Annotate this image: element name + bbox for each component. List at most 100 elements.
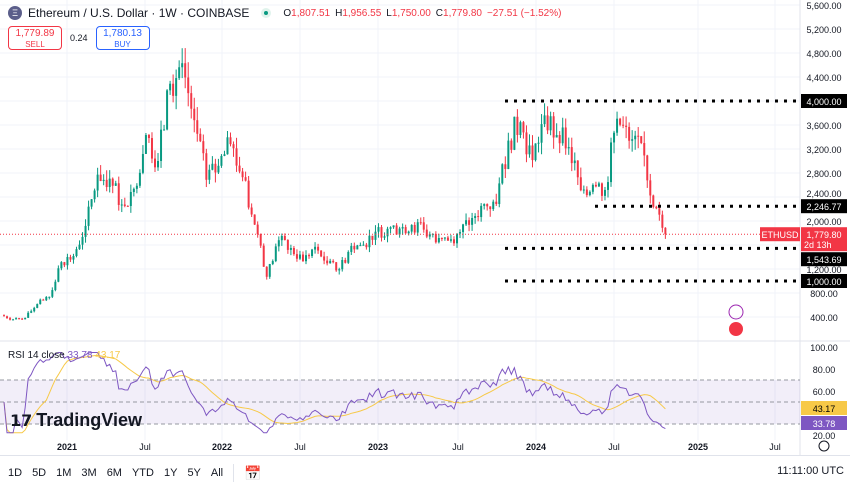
candle-body — [655, 206, 658, 209]
price-tick: 400.00 — [810, 313, 838, 323]
candle-body — [374, 231, 377, 240]
candle-body — [147, 135, 150, 139]
candle-body — [622, 124, 625, 126]
candle-body — [184, 63, 187, 78]
candle-body — [169, 83, 172, 91]
time-tick: 2024 — [526, 442, 546, 452]
range-all[interactable]: All — [210, 467, 224, 479]
candle-body — [9, 318, 12, 320]
candle-body — [646, 155, 649, 181]
candle-body — [30, 311, 33, 313]
range-5d[interactable]: 5D — [32, 467, 47, 479]
level-label-bg — [801, 199, 847, 214]
price-tick: 2,000.00 — [806, 217, 841, 227]
range-6m[interactable]: 6M — [106, 467, 122, 479]
range-5y[interactable]: 5Y — [187, 467, 201, 479]
candle-body — [199, 133, 202, 142]
candle-body — [634, 135, 637, 140]
candle-body — [45, 296, 48, 301]
candle-body — [69, 257, 72, 260]
candle-body — [501, 164, 504, 184]
symbol-title[interactable]: Ethereum / U.S. Dollar · 1W · COINBASE — [28, 6, 250, 20]
candle-body — [205, 153, 208, 180]
rsi-tick: 100.00 — [810, 343, 838, 353]
candle-body — [395, 225, 398, 235]
candle-body — [226, 137, 229, 155]
candle-body — [371, 235, 374, 240]
candle-body — [271, 261, 274, 265]
candle-body — [365, 244, 368, 248]
candle-body — [637, 135, 640, 137]
rsi-legend[interactable]: RSI 14 close 33.78 43.17 — [8, 350, 121, 361]
candle-body — [214, 163, 217, 173]
candle-body — [129, 191, 132, 207]
candle-body — [489, 206, 492, 210]
candle-body — [187, 77, 190, 94]
candle-body — [658, 208, 661, 215]
candle-body — [525, 132, 528, 155]
candle-body — [27, 312, 30, 318]
spread: 0.24 — [70, 33, 88, 43]
candle-body — [232, 144, 235, 149]
range-1m[interactable]: 1M — [56, 467, 72, 479]
candle-body — [552, 116, 555, 138]
candle-body — [631, 139, 634, 141]
candle-body — [54, 281, 57, 291]
settings-gear-icon[interactable] — [818, 440, 830, 452]
candle-body — [202, 141, 205, 154]
candle-body — [643, 143, 646, 156]
candle-body — [178, 67, 181, 79]
range-1y[interactable]: 1Y — [163, 467, 178, 479]
clock[interactable]: 11:11:00 UTC — [777, 465, 844, 477]
candle-body — [362, 244, 365, 246]
candle-body — [558, 135, 561, 144]
candle-body — [483, 204, 486, 206]
candle-body — [262, 245, 265, 267]
candle-body — [452, 239, 455, 244]
candle-body — [359, 245, 362, 247]
rsi-tick: 80.00 — [813, 365, 836, 375]
candle-body — [383, 236, 386, 238]
price-tick: 4,800.00 — [806, 49, 841, 59]
ohlc-values: O1,807.51 H1,956.55 L1,750.00 C1,779.80 … — [283, 7, 562, 19]
candle-body — [99, 174, 102, 182]
range-3m[interactable]: 3M — [81, 467, 97, 479]
candle-body — [335, 262, 338, 271]
candle-body — [528, 145, 531, 155]
go-to-date-calendar-icon[interactable]: 📅 — [244, 464, 262, 481]
time-tick: 2022 — [212, 442, 232, 452]
candle-body — [567, 147, 570, 149]
candle-body — [449, 239, 452, 241]
candle-body — [404, 227, 407, 234]
level-label: 1,543.69 — [806, 255, 841, 265]
candle-body — [323, 256, 326, 261]
candle-body — [172, 83, 175, 96]
rsi-value-label: 33.78 — [813, 419, 836, 429]
candle-body — [477, 216, 480, 218]
sell-button[interactable]: 1,779.89 SELL — [8, 26, 62, 50]
candle-body — [591, 184, 594, 192]
price-tick: 2,800.00 — [806, 169, 841, 179]
range-ytd[interactable]: YTD — [131, 467, 154, 479]
candle-body — [386, 228, 389, 237]
candle-body — [111, 178, 114, 186]
buy-button[interactable]: 1,780.13 BUY — [95, 26, 150, 50]
candle-body — [576, 160, 579, 178]
candle-body — [480, 205, 483, 218]
current-price-label-bg — [801, 227, 847, 252]
candle-body — [181, 63, 184, 68]
ethereum-logo-icon: Ξ — [8, 6, 22, 20]
time-tick: Jul — [769, 442, 781, 452]
candle-body — [15, 318, 18, 320]
candle-body — [492, 201, 495, 210]
candle-body — [211, 163, 214, 170]
candle-body — [280, 235, 283, 241]
candle-body — [582, 189, 585, 191]
candle-body — [652, 195, 655, 207]
candle-body — [90, 199, 93, 207]
candle-body — [24, 317, 27, 320]
candle-body — [356, 245, 359, 250]
range-1d[interactable]: 1D — [8, 467, 23, 479]
